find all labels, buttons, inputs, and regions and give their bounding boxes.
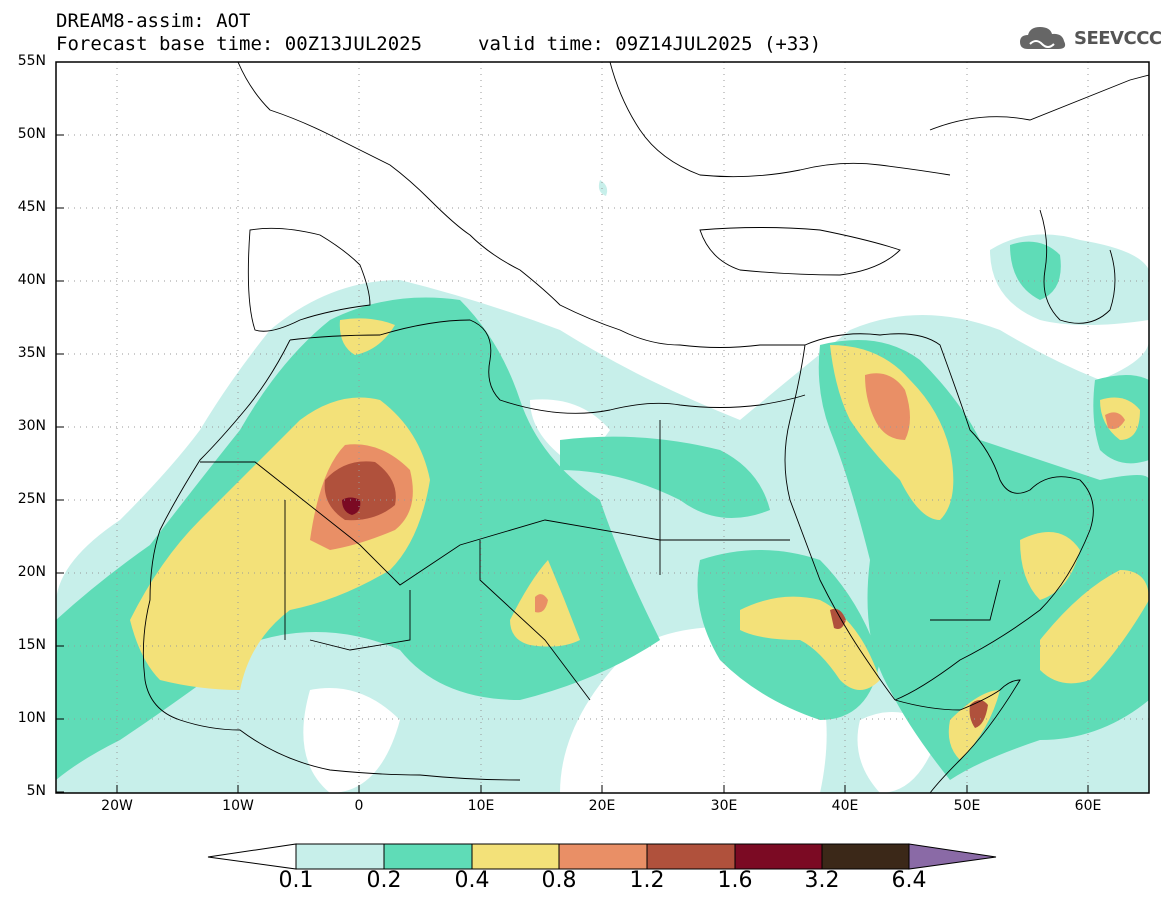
colorbar-label: 0.2: [366, 868, 402, 893]
valid-time: valid time: 09Z14JUL2025 (+33): [478, 33, 822, 55]
lat-label: 25N: [17, 491, 46, 507]
colorbar: [207, 843, 997, 870]
grid-lines: [56, 62, 1149, 793]
colorbar-label: 0.8: [541, 868, 577, 893]
chart-title: DREAM8-assim: AOT: [56, 10, 251, 32]
lat-label: 50N: [17, 126, 46, 142]
lon-label: 60E: [1074, 798, 1102, 814]
lon-label: 10E: [467, 798, 495, 814]
colorbar-label: 0.4: [454, 868, 490, 893]
colorbar-bin: [295, 843, 385, 870]
forecast-base-time: Forecast base time: 00Z13JUL2025: [56, 33, 423, 55]
colorbar-label: 6.4: [891, 868, 927, 893]
lon-label: 20W: [101, 798, 133, 814]
lat-label: 15N: [17, 637, 46, 653]
lon-label: 50E: [953, 798, 981, 814]
colorbar-cap-low: [207, 843, 297, 870]
lon-label: 30E: [710, 798, 738, 814]
cloud-icon: [1020, 27, 1066, 49]
lat-label: 55N: [17, 53, 46, 69]
seevccc-logo: SEEVCCC: [1018, 22, 1162, 54]
logo-text: SEEVCCC: [1074, 27, 1162, 49]
colorbar-label: 1.6: [717, 868, 753, 893]
colorbar-bin: [646, 843, 736, 870]
lon-label: 20E: [588, 798, 616, 814]
lon-label: 0: [354, 798, 364, 814]
aot-field: [56, 62, 1149, 793]
colorbar-cap-high: [908, 843, 997, 870]
lon-label: 40E: [831, 798, 859, 814]
colorbar-bin: [558, 843, 648, 870]
axis-ticks: [56, 61, 1089, 793]
colorbar-bin: [383, 843, 473, 870]
colorbar-bin: [734, 843, 823, 870]
colorbar-label: 0.1: [278, 868, 314, 893]
colorbar-bin: [821, 843, 910, 870]
lat-label: 40N: [17, 272, 46, 288]
lat-label: 45N: [17, 199, 46, 215]
lon-label: 10W: [222, 798, 254, 814]
lat-label: 5N: [26, 783, 46, 799]
colorbar-label: 1.2: [629, 868, 665, 893]
coastlines-borders: [142, 62, 1149, 793]
colorbar-label: 3.2: [804, 868, 840, 893]
lat-label: 10N: [17, 710, 46, 726]
lat-label: 20N: [17, 564, 46, 580]
colorbar-bin: [471, 843, 560, 870]
lat-label: 30N: [17, 418, 46, 434]
lat-label: 35N: [17, 345, 46, 361]
